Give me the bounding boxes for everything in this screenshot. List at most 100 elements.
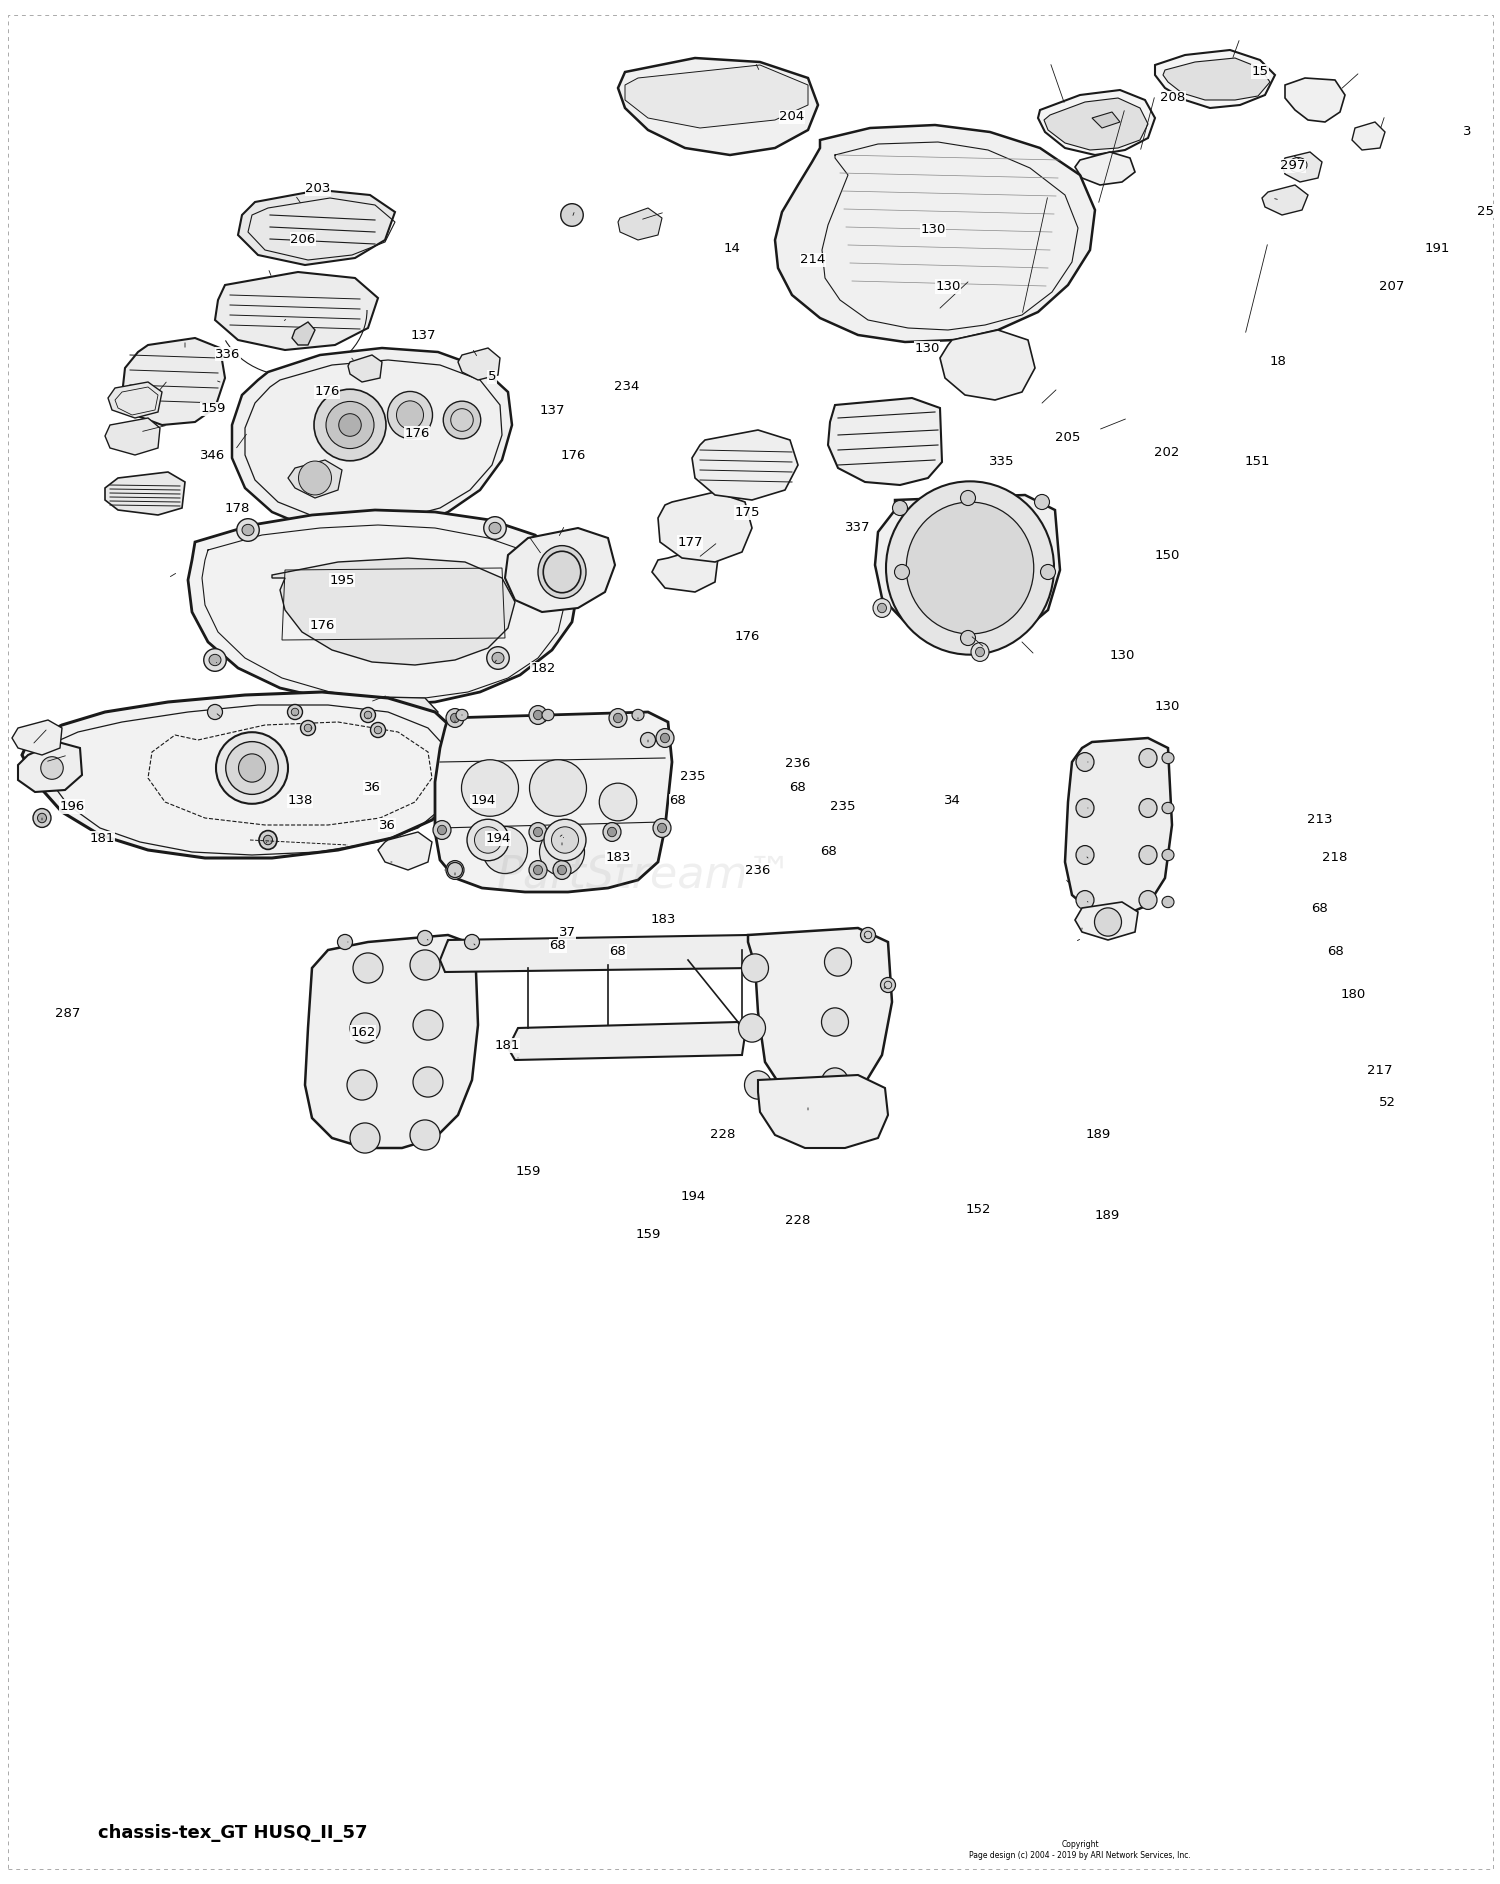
Ellipse shape [970,642,988,661]
Polygon shape [509,1021,746,1061]
Ellipse shape [483,516,506,539]
Text: 228: 228 [711,1129,735,1140]
Ellipse shape [530,759,586,816]
Ellipse shape [741,953,768,982]
Polygon shape [658,492,752,561]
Text: 176: 176 [310,620,334,631]
Text: 194: 194 [471,795,495,806]
Ellipse shape [892,501,908,516]
Ellipse shape [350,1123,380,1153]
Polygon shape [1352,122,1384,151]
Polygon shape [652,548,718,592]
Polygon shape [288,460,342,497]
Ellipse shape [1076,799,1094,818]
Ellipse shape [1076,752,1094,771]
Polygon shape [188,511,578,705]
Text: 151: 151 [1245,456,1269,467]
Polygon shape [1065,739,1172,918]
Ellipse shape [554,861,572,880]
Ellipse shape [216,733,288,804]
Ellipse shape [1162,897,1174,908]
Text: 138: 138 [288,795,312,806]
Polygon shape [1038,90,1155,154]
Ellipse shape [417,931,432,946]
Text: 189: 189 [1086,1129,1110,1140]
Ellipse shape [825,948,852,976]
Text: 217: 217 [1368,1064,1392,1076]
Text: 137: 137 [410,330,435,341]
Ellipse shape [370,722,386,737]
Ellipse shape [450,714,459,723]
Ellipse shape [880,978,896,993]
Text: 3: 3 [1462,126,1472,138]
Ellipse shape [314,390,386,462]
Ellipse shape [466,820,509,861]
Ellipse shape [906,501,1034,633]
Ellipse shape [1041,565,1056,580]
Polygon shape [108,382,162,418]
Ellipse shape [894,565,909,580]
Polygon shape [1092,111,1120,128]
Text: Copyright
Page design (c) 2004 - 2019 by ARI Network Services, Inc.: Copyright Page design (c) 2004 - 2019 by… [969,1841,1191,1860]
Text: 159: 159 [636,1228,660,1240]
Ellipse shape [975,648,984,658]
Text: 218: 218 [1323,852,1347,863]
Ellipse shape [1138,799,1156,818]
Text: 183: 183 [606,852,630,863]
Text: 130: 130 [936,281,960,292]
Ellipse shape [861,927,876,942]
Text: 159: 159 [201,403,225,414]
Polygon shape [692,430,798,499]
Polygon shape [304,934,478,1147]
Polygon shape [1162,58,1270,100]
Text: 236: 236 [746,865,770,876]
Polygon shape [618,207,662,239]
Ellipse shape [608,827,616,836]
Ellipse shape [486,646,508,669]
Ellipse shape [444,401,480,439]
Ellipse shape [260,831,278,850]
Text: 287: 287 [56,1008,80,1019]
Ellipse shape [542,710,554,722]
Text: 176: 176 [561,450,585,462]
Ellipse shape [264,835,273,844]
Polygon shape [435,712,672,891]
Ellipse shape [450,865,459,874]
Polygon shape [378,833,432,870]
Polygon shape [122,337,225,426]
Ellipse shape [433,821,451,840]
Ellipse shape [657,823,666,833]
Polygon shape [1076,902,1138,940]
Ellipse shape [598,784,636,821]
Text: 36: 36 [378,820,396,831]
Ellipse shape [447,863,462,878]
Ellipse shape [410,950,440,980]
Ellipse shape [530,823,548,842]
Ellipse shape [350,1014,380,1044]
Text: 68: 68 [789,782,807,793]
Ellipse shape [474,827,501,853]
Ellipse shape [886,480,1054,654]
Ellipse shape [534,865,543,874]
Ellipse shape [1076,846,1094,865]
Ellipse shape [438,825,447,835]
Ellipse shape [652,818,670,836]
Polygon shape [1155,51,1275,107]
Ellipse shape [1138,891,1156,910]
Polygon shape [1262,185,1308,215]
Text: 130: 130 [1155,701,1179,712]
Text: 178: 178 [225,503,249,514]
Ellipse shape [558,865,567,874]
Text: 180: 180 [1341,989,1365,1000]
Ellipse shape [640,733,656,748]
Ellipse shape [40,757,63,780]
Text: 182: 182 [531,663,555,674]
Ellipse shape [413,1066,442,1096]
Text: 336: 336 [216,349,240,360]
Ellipse shape [339,414,362,437]
Text: 152: 152 [966,1204,990,1215]
Ellipse shape [660,733,669,742]
Ellipse shape [375,725,381,733]
Polygon shape [828,398,942,484]
Text: 150: 150 [1155,550,1179,561]
